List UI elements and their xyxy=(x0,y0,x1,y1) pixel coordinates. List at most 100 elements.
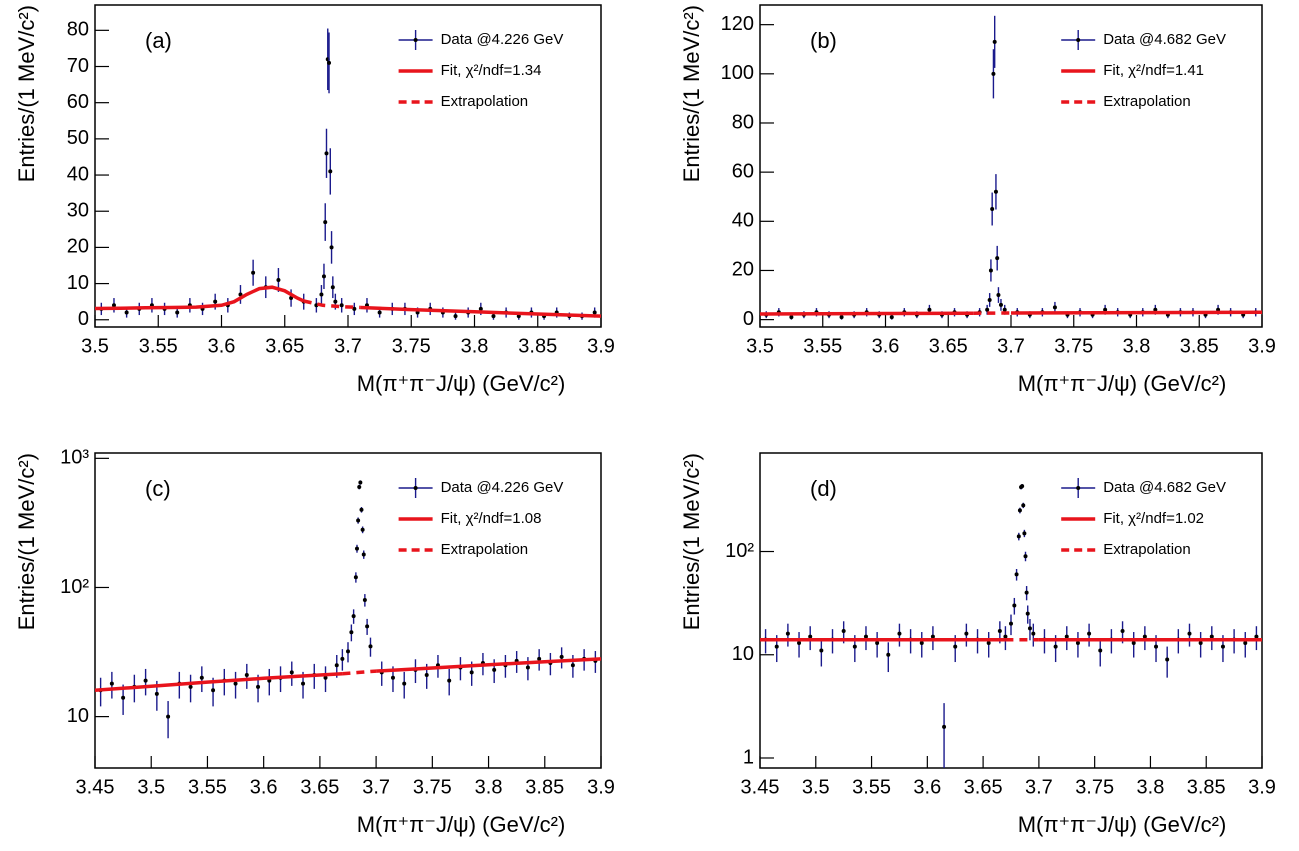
data-point xyxy=(276,278,280,282)
data-point xyxy=(1087,632,1091,636)
x-axis-title: M(π⁺π⁻J/ψ) (GeV/c²) xyxy=(357,812,566,837)
data-point xyxy=(797,641,801,645)
data-point xyxy=(1165,657,1169,661)
x-tick-label: 3.9 xyxy=(1248,776,1276,798)
data-point xyxy=(322,274,326,278)
x-tick-label: 3.75 xyxy=(1075,776,1114,798)
data-point xyxy=(354,575,358,579)
x-tick-label: 3.45 xyxy=(76,776,115,798)
legend-symbol xyxy=(1076,38,1080,42)
data-point xyxy=(378,311,382,315)
data-point xyxy=(1026,612,1030,616)
x-axis-title: M(π⁺π⁻J/ψ) (GeV/c²) xyxy=(1018,371,1227,396)
x-tick-label: 3.9 xyxy=(1248,335,1276,357)
data-point xyxy=(953,645,957,649)
x-tick-label: 3.8 xyxy=(475,776,503,798)
data-point xyxy=(251,271,255,275)
legend-label: Extrapolation xyxy=(441,541,529,558)
x-tick-label: 3.7 xyxy=(1025,776,1053,798)
x-tick-label: 3.7 xyxy=(997,335,1025,357)
data-point xyxy=(1003,308,1007,312)
data-point xyxy=(301,682,305,686)
data-point xyxy=(234,682,238,686)
y-tick-label: 120 xyxy=(721,13,754,35)
data-point xyxy=(492,668,496,672)
data-point xyxy=(425,673,429,677)
legend-label: Fit, χ²/ndf=1.08 xyxy=(441,510,542,527)
data-point xyxy=(819,648,823,652)
y-tick-label: 0 xyxy=(78,308,89,330)
legend-label: Extrapolation xyxy=(441,93,529,110)
data-point xyxy=(155,692,159,696)
y-tick-label: 70 xyxy=(67,55,89,77)
x-axis-title: M(π⁺π⁻J/ψ) (GeV/c²) xyxy=(1018,812,1227,837)
y-tick-label: 10 xyxy=(732,643,754,665)
x-tick-label: 3.55 xyxy=(188,776,227,798)
data-point xyxy=(1121,629,1125,633)
data-point xyxy=(1154,645,1158,649)
data-point xyxy=(340,303,344,307)
data-point xyxy=(211,688,215,692)
plot-frame xyxy=(760,5,1262,327)
x-tick-label: 3.7 xyxy=(362,776,390,798)
data-point xyxy=(786,632,790,636)
data-point xyxy=(989,268,993,272)
x-tick-label: 3.9 xyxy=(587,776,615,798)
y-axis-title: Entries/(1 MeV/c²) xyxy=(679,453,704,630)
y-tick-label: 1 xyxy=(743,746,754,768)
data-point xyxy=(391,676,395,680)
data-point xyxy=(1199,641,1203,645)
legend-label: Extrapolation xyxy=(1103,93,1191,110)
data-point xyxy=(996,293,1000,297)
data-point xyxy=(985,308,989,312)
y-tick-label: 0 xyxy=(743,308,754,330)
x-tick-label: 3.8 xyxy=(1123,335,1151,357)
x-tick-label: 3.55 xyxy=(139,335,178,357)
x-tick-label: 3.45 xyxy=(741,776,780,798)
data-point xyxy=(571,663,575,667)
data-point xyxy=(349,630,353,634)
data-point xyxy=(357,485,361,489)
x-tick-label: 3.85 xyxy=(518,335,557,357)
data-point xyxy=(352,614,356,618)
data-point xyxy=(1098,648,1102,652)
data-point xyxy=(1054,645,1058,649)
data-point xyxy=(1053,305,1057,309)
data-point xyxy=(363,598,367,602)
data-point xyxy=(990,207,994,211)
x-tick-label: 3.55 xyxy=(852,776,891,798)
data-point xyxy=(927,308,931,312)
data-point xyxy=(1024,554,1028,558)
data-point xyxy=(1017,534,1021,538)
data-point xyxy=(110,682,114,686)
y-tick-label: 80 xyxy=(732,111,754,133)
data-point xyxy=(319,292,323,296)
data-point xyxy=(189,685,193,689)
data-point xyxy=(1031,632,1035,636)
data-point xyxy=(328,169,332,173)
x-tick-label: 3.5 xyxy=(802,776,830,798)
data-point xyxy=(323,220,327,224)
legend-symbol xyxy=(1076,486,1080,490)
data-point xyxy=(335,663,339,667)
data-point xyxy=(340,657,344,661)
y-tick-label: 10² xyxy=(725,540,754,562)
y-tick-label: 20 xyxy=(732,259,754,281)
x-tick-label: 3.5 xyxy=(81,335,109,357)
data-point xyxy=(964,632,968,636)
x-tick-label: 3.8 xyxy=(461,335,489,357)
x-tick-label: 3.8 xyxy=(1137,776,1165,798)
data-point xyxy=(362,553,366,557)
data-point xyxy=(1021,503,1025,507)
data-point xyxy=(324,151,328,155)
y-tick-label: 10³ xyxy=(60,447,89,469)
data-point xyxy=(365,624,369,628)
data-point xyxy=(470,670,474,674)
x-tick-label: 3.6 xyxy=(913,776,941,798)
x-tick-label: 3.85 xyxy=(1187,776,1226,798)
data-point xyxy=(356,519,360,523)
data-point xyxy=(200,676,204,680)
data-point xyxy=(1012,603,1016,607)
